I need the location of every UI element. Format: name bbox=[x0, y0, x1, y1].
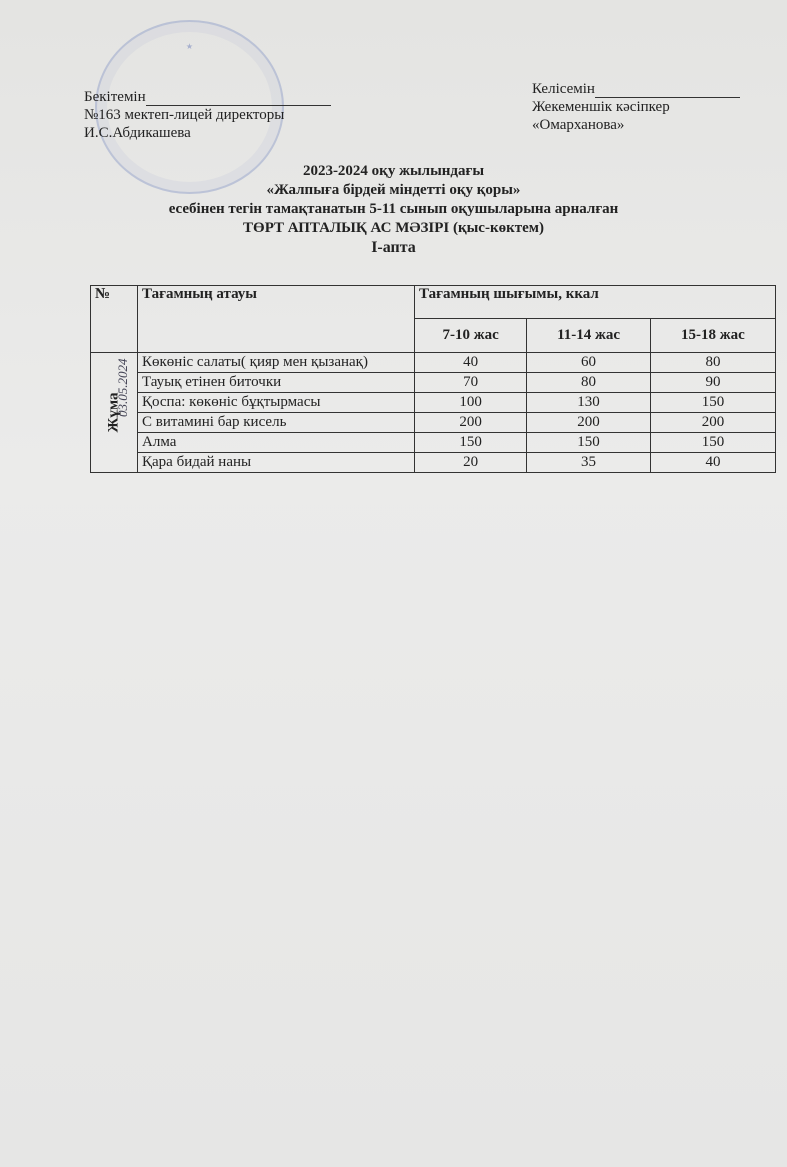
kcal-value: 200 bbox=[413, 412, 528, 433]
title-line: есебінен тегін тамақтанатын 5-11 сынып о… bbox=[168, 201, 619, 217]
header-no: № bbox=[90, 285, 138, 353]
agreement-position: Жекеменшік кәсіпкер bbox=[532, 99, 670, 115]
title-line: ТӨРТ АПТАЛЫҚ АС МӘЗІРІ (қыс-көктем) bbox=[243, 220, 544, 236]
agreement-label: Келісемін bbox=[532, 81, 595, 97]
kcal-value: 70 bbox=[413, 372, 528, 393]
kcal-value: 40 bbox=[649, 452, 777, 473]
header-age: 11-14 жас bbox=[526, 318, 651, 353]
kcal-value: 150 bbox=[649, 392, 777, 413]
menu-table: № Тағамның атауы Тағамның шығымы, ккал 7… bbox=[90, 285, 777, 473]
table-row: Қара бидай наны 20 35 40 bbox=[91, 452, 777, 473]
kcal-value: 20 bbox=[413, 452, 528, 473]
school-stamp: ★ bbox=[95, 20, 284, 194]
dish-name: Көкөніс салаты( қияр мен қызанақ) bbox=[137, 352, 415, 373]
table-row: Тауық етінен биточки 70 80 90 bbox=[91, 372, 777, 393]
day-cell: Жұма 03.05.2024 bbox=[90, 352, 138, 473]
header-yield: Тағамның шығымы, ккал bbox=[414, 285, 776, 319]
kcal-value: 100 bbox=[413, 392, 528, 413]
header-age: 15-18 жас bbox=[649, 318, 777, 353]
title-line: «Жалпыға бірдей міндетті оқу қоры» bbox=[266, 182, 521, 198]
dish-name: Қоспа: көкөніс бұқтырмасы bbox=[137, 392, 415, 413]
kcal-value: 200 bbox=[649, 412, 777, 433]
signature-line bbox=[145, 89, 331, 106]
approval-label: Бекітемін bbox=[84, 89, 146, 105]
kcal-value: 130 bbox=[526, 392, 651, 413]
approval-block: Бекітемін №163 мектеп-лицей директоры И.… bbox=[84, 88, 331, 142]
header-name: Тағамның атауы bbox=[137, 285, 415, 353]
agreement-block: Келісемін Жекеменшік кәсіпкер «Омарханов… bbox=[532, 80, 740, 134]
approval-name: И.С.Абдикашева bbox=[84, 125, 191, 141]
signature-line bbox=[594, 81, 740, 98]
week-label: І-апта bbox=[371, 239, 416, 256]
table-row: С витаминi бар кисель 200 200 200 bbox=[91, 412, 777, 433]
kcal-value: 150 bbox=[526, 432, 651, 453]
kcal-value: 40 bbox=[413, 352, 528, 373]
table-row: Жұма 03.05.2024 Көкөніс салаты( қияр мен … bbox=[90, 352, 777, 473]
approval-position: №163 мектеп-лицей директоры bbox=[84, 107, 285, 123]
document-title: 2023-2024 оқу жылындағы «Жалпыға бірдей … bbox=[0, 162, 787, 257]
kcal-value: 150 bbox=[413, 432, 528, 453]
kcal-value: 80 bbox=[649, 352, 777, 373]
kcal-value: 200 bbox=[526, 412, 651, 433]
kcal-value: 60 bbox=[526, 352, 651, 373]
dish-name: Қара бидай наны bbox=[137, 452, 415, 473]
kcal-value: 35 bbox=[526, 452, 651, 473]
kcal-value: 150 bbox=[649, 432, 777, 453]
table-row: Алма 150 150 150 bbox=[91, 432, 777, 453]
dish-name: Алма bbox=[137, 432, 415, 453]
kcal-value: 90 bbox=[649, 372, 777, 393]
dish-name: С витаминi бар кисель bbox=[137, 412, 415, 433]
kcal-value: 80 bbox=[526, 372, 651, 393]
table-row: Қоспа: көкөніс бұқтырмасы 100 130 150 bbox=[91, 392, 777, 413]
agreement-name: «Омарханова» bbox=[532, 117, 625, 133]
dish-name: Тауық етінен биточки bbox=[137, 372, 415, 393]
title-line: 2023-2024 оқу жылындағы bbox=[302, 163, 485, 179]
handwritten-date: 03.05.2024 bbox=[115, 358, 130, 418]
header-age: 7-10 жас bbox=[413, 318, 528, 353]
